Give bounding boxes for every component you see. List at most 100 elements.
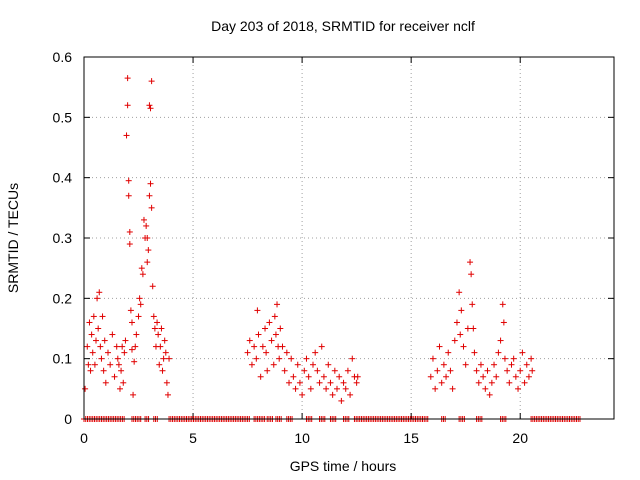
data-point — [145, 247, 152, 254]
data-point — [299, 391, 306, 398]
data-point — [271, 313, 278, 320]
data-point — [259, 343, 266, 350]
data-point — [128, 346, 135, 353]
data-point — [254, 307, 261, 314]
y-tick-label: 0.3 — [53, 230, 73, 246]
data-point — [517, 367, 524, 374]
data-point — [133, 331, 140, 338]
data-point — [97, 343, 104, 350]
axis-ticks: 0 0.1 0.2 0.3 0.4 0.5 0.6 0 5 10 15 20 — [53, 49, 614, 446]
data-point — [283, 349, 290, 356]
data-point — [329, 391, 336, 398]
grid-lines — [84, 57, 614, 419]
data-point — [136, 295, 143, 302]
data-point — [156, 361, 163, 368]
data-point — [131, 358, 138, 365]
data-point — [290, 373, 297, 380]
data-point — [137, 301, 144, 308]
data-point — [272, 331, 279, 338]
data-point — [312, 349, 319, 356]
data-point — [154, 319, 161, 326]
x-tick-label: 0 — [80, 430, 88, 446]
data-point — [109, 331, 116, 338]
data-point — [91, 361, 98, 368]
data-point — [470, 325, 477, 332]
data-point — [458, 307, 465, 314]
data-point — [303, 355, 310, 362]
data-point — [336, 373, 343, 380]
data-point — [457, 331, 464, 338]
data-point — [124, 102, 131, 109]
data-point — [95, 325, 102, 332]
data-point — [268, 337, 275, 344]
data-point — [484, 367, 491, 374]
data-point — [150, 313, 157, 320]
data-point — [166, 355, 173, 362]
x-tick-label: 20 — [512, 430, 528, 446]
data-point — [486, 391, 493, 398]
data-point — [114, 355, 121, 362]
data-point — [429, 355, 436, 362]
data-point — [488, 379, 495, 386]
data-point — [281, 367, 288, 374]
data-point — [443, 373, 450, 380]
data-point — [246, 337, 253, 344]
data-point — [125, 177, 132, 184]
data-point — [497, 337, 504, 344]
data-point — [529, 367, 536, 374]
data-point — [120, 379, 127, 386]
data-point — [432, 385, 439, 392]
data-point — [140, 216, 147, 223]
data-point — [119, 343, 126, 350]
data-point — [155, 331, 162, 338]
data-point — [86, 319, 93, 326]
data-point — [84, 343, 91, 350]
data-point — [270, 361, 277, 368]
data-point — [353, 379, 360, 386]
data-point — [453, 319, 460, 326]
data-point — [436, 343, 443, 350]
data-point — [94, 295, 101, 302]
data-point — [162, 349, 169, 356]
data-point — [512, 373, 519, 380]
data-point — [294, 361, 301, 368]
data-point — [104, 349, 111, 356]
data-point — [257, 373, 264, 380]
x-tick-label: 10 — [294, 430, 310, 446]
y-tick-label: 0.4 — [53, 170, 73, 186]
data-point — [460, 343, 467, 350]
data-point — [115, 361, 122, 368]
data-point — [347, 391, 354, 398]
data-point — [468, 271, 475, 278]
data-point — [327, 379, 334, 386]
data-point — [508, 361, 515, 368]
data-point — [323, 385, 330, 392]
data-point — [262, 325, 269, 332]
data-point — [445, 349, 452, 356]
data-point — [266, 319, 273, 326]
data-point — [99, 313, 106, 320]
data-point — [248, 361, 255, 368]
data-point — [342, 385, 349, 392]
y-tick-label: 0 — [64, 411, 72, 427]
data-point — [491, 361, 498, 368]
data-point — [301, 367, 308, 374]
data-point — [349, 355, 356, 362]
data-point — [288, 355, 295, 362]
data-point — [523, 361, 530, 368]
data-point — [151, 325, 158, 332]
x-tick-label: 15 — [403, 430, 419, 446]
data-point — [148, 78, 155, 85]
data-point — [501, 355, 508, 362]
data-point — [449, 385, 456, 392]
data-point — [334, 385, 341, 392]
data-point — [310, 361, 317, 368]
data-point — [305, 373, 312, 380]
data-point — [438, 379, 445, 386]
data-point — [100, 367, 107, 374]
data-point — [160, 355, 167, 362]
data-point — [127, 307, 134, 314]
data-point — [274, 301, 281, 308]
data-point — [161, 337, 168, 344]
data-point — [87, 367, 94, 374]
